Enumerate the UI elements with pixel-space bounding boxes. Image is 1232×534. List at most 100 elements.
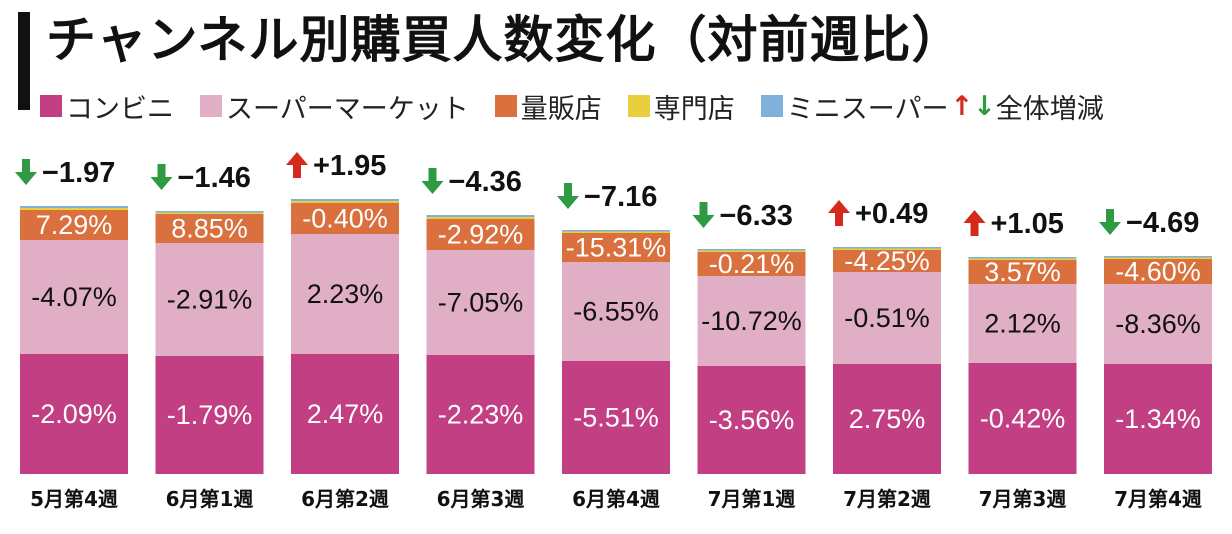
total-change-label: −4.36 (449, 166, 522, 198)
total-change-label: −6.33 (720, 200, 793, 232)
arrow-down-icon (421, 168, 444, 194)
data-label-supermarket: -7.05% (438, 288, 524, 318)
legend: コンビニ スーパーマーケット 量販店 専門店 ミニスーパー ↑ ↓ 全体増減 (40, 86, 1104, 126)
bar-segment-convenience (833, 364, 941, 474)
bar-segment-convenience (968, 363, 1077, 474)
legend-swatch-specialty-store (627, 95, 650, 117)
bar-segment-supermarket (833, 272, 941, 364)
bar-segment-mini-supermarket (833, 247, 941, 249)
bar-segment-convenience (155, 356, 264, 474)
legend-item-specialty-store: 専門店 (627, 87, 735, 126)
category-tick-label: 7月第1週 (708, 487, 796, 511)
bar-segment-supermarket (291, 234, 399, 354)
data-label-supermarket: -0.51% (844, 303, 930, 333)
arrow-up-icon: ↑ (950, 90, 974, 122)
bar-segment-supermarket (20, 240, 128, 354)
bar-segment-specialty-store (291, 201, 399, 203)
bar-segment-mini-supermarket (697, 249, 806, 251)
legend-swatch-mass-retailer (494, 95, 517, 117)
category-tick-label: 6月第3週 (437, 487, 525, 511)
category-tick-label: 5月第4週 (30, 487, 118, 511)
category-tick-label: 7月第2週 (843, 487, 931, 511)
data-label-mass-retailer: -4.60% (1115, 257, 1201, 287)
category-tick-label: 6月第4週 (572, 487, 660, 511)
bar-segment-specialty-store (155, 212, 264, 214)
total-change-label: +1.95 (313, 150, 386, 182)
bar-segment-mini-supermarket (426, 215, 535, 217)
legend-swatch-mini-supermarket (760, 95, 783, 117)
bar-segment-supermarket (697, 276, 806, 366)
bar-segment-mass-retailer (426, 219, 535, 250)
arrow-down-icon: ↓ (973, 90, 996, 122)
bar-segment-mass-retailer (968, 260, 1077, 284)
data-label-convenience: -1.34% (1115, 404, 1201, 434)
bar-segment-specialty-store (1104, 257, 1212, 259)
legend-item-mass-retailer: 量販店 (494, 87, 602, 126)
arrow-down-icon (1099, 209, 1121, 235)
data-label-convenience: 2.75% (849, 404, 926, 434)
data-label-supermarket: -8.36% (1115, 309, 1201, 339)
bar-segment-mass-retailer (291, 203, 399, 234)
legend-label-mass-retailer: 量販店 (520, 93, 602, 125)
data-label-convenience: 2.47% (307, 399, 384, 429)
chart-title: チャンネル別購買人数変化（対前週比） (46, 11, 963, 69)
legend-label-mini-supermarket: ミニスーパー (786, 93, 949, 125)
data-label-mass-retailer: -0.21% (709, 249, 795, 279)
bar-segment-convenience (291, 354, 399, 474)
bar-segment-supermarket (155, 243, 264, 356)
data-label-supermarket: -10.72% (701, 306, 802, 336)
bar-segment-supermarket (968, 284, 1077, 363)
data-label-convenience: -2.09% (31, 399, 117, 429)
arrow-down-icon (15, 159, 37, 185)
legend-swatch-supermarket (200, 95, 222, 117)
total-change-label: +0.49 (855, 198, 928, 230)
category-tick-label: 7月第4週 (1114, 487, 1202, 511)
data-label-supermarket: -6.55% (573, 297, 659, 327)
legend-item-convenience: コンビニ (40, 87, 174, 126)
data-label-mass-retailer: 7.29% (36, 210, 113, 240)
data-label-mass-retailer: -0.40% (302, 204, 388, 234)
legend-label-specialty-store: 専門店 (653, 93, 735, 125)
data-label-mass-retailer: -15.31% (566, 233, 667, 263)
arrow-down-icon (692, 202, 715, 228)
total-change-label: −4.69 (1126, 207, 1199, 239)
arrow-down-icon (557, 183, 579, 209)
bar-segment-specialty-store (562, 231, 670, 233)
bar-segment-specialty-store (20, 208, 128, 210)
legend-item-supermarket: スーパーマーケット (200, 87, 469, 126)
bar-segment-convenience (1104, 364, 1212, 474)
bar-segment-specialty-store (833, 248, 941, 250)
arrow-up-icon (286, 152, 308, 178)
arrow-up-icon (828, 200, 850, 226)
total-change-label: +1.05 (991, 208, 1064, 240)
bar-segment-supermarket (426, 250, 535, 355)
bar-segment-mass-retailer (1104, 259, 1212, 284)
category-tick-label: 6月第2週 (301, 487, 389, 511)
legend-total-change: ↑ ↓ 全体増減 (950, 87, 1103, 126)
bar-segment-specialty-store (968, 258, 1077, 260)
data-label-supermarket: -4.07% (31, 282, 117, 312)
bar-segment-mass-retailer (20, 210, 128, 240)
bar-segment-mini-supermarket (1104, 256, 1212, 258)
data-label-convenience: -0.42% (980, 404, 1066, 434)
category-tick-label: 6月第1週 (166, 487, 254, 511)
bar-segment-convenience (697, 366, 806, 474)
bar-segment-mass-retailer (155, 214, 264, 243)
legend-item-mini-supermarket: ミニスーパー (760, 87, 949, 126)
total-change-label: −1.97 (42, 157, 115, 189)
legend-swatch-convenience (40, 95, 62, 117)
bar-segment-mass-retailer (833, 250, 941, 272)
bar-segment-mass-retailer (697, 252, 806, 276)
legend-label-supermarket: スーパーマーケット (226, 93, 469, 125)
bar-segment-convenience (426, 355, 535, 474)
data-label-convenience: -1.79% (167, 400, 253, 430)
bar-segment-mini-supermarket (968, 257, 1077, 259)
legend-label-total-change: 全体増減 (995, 93, 1104, 125)
total-change-label: −7.16 (584, 181, 657, 213)
data-label-mass-retailer: -4.25% (844, 246, 930, 276)
title-accent-bar (18, 12, 30, 110)
data-label-convenience: -5.51% (573, 403, 659, 433)
bar-segment-convenience (562, 361, 670, 474)
bar-segment-mini-supermarket (155, 211, 264, 213)
